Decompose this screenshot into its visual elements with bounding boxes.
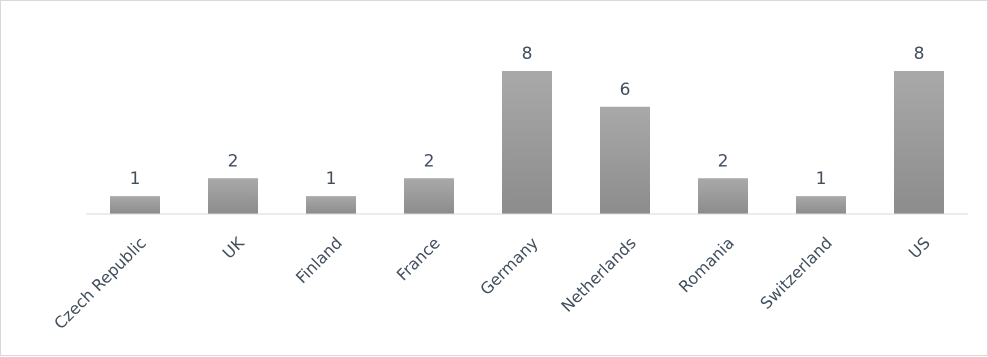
bar-finland xyxy=(306,196,356,214)
bars-group xyxy=(110,71,944,214)
bar-romania xyxy=(698,178,748,214)
data-label: 1 xyxy=(130,169,141,189)
data-label: 2 xyxy=(718,151,729,171)
data-label: 8 xyxy=(522,44,533,64)
data-label: 6 xyxy=(620,80,631,100)
bar-czech-republic xyxy=(110,196,160,214)
x-tick-label: Czech Republic xyxy=(50,233,150,333)
x-tick-label: Netherlands xyxy=(557,233,639,315)
x-tick-label: Germany xyxy=(476,233,541,298)
x-tick-label: US xyxy=(905,233,934,262)
bar-switzerland xyxy=(796,196,846,214)
data-label: 8 xyxy=(914,44,925,64)
x-tick-label: France xyxy=(393,233,444,284)
data-label: 1 xyxy=(816,169,827,189)
bar-uk xyxy=(208,178,258,214)
bar-us xyxy=(894,71,944,214)
bar-france xyxy=(404,178,454,214)
x-tick-labels-group: Czech Republic UK Finland France Germany Neth… xyxy=(50,233,934,333)
bar-germany xyxy=(502,71,552,214)
x-tick-label: Finland xyxy=(292,233,346,287)
data-label: 2 xyxy=(424,151,435,171)
data-labels-group: 1 2 1 2 8 6 2 1 8 xyxy=(130,44,925,189)
data-label: 1 xyxy=(326,169,337,189)
x-tick-label: UK xyxy=(219,233,248,262)
x-tick-label: Switzerland xyxy=(756,233,835,312)
x-tick-label: Romania xyxy=(675,233,738,296)
bar-netherlands xyxy=(600,106,650,214)
data-label: 2 xyxy=(228,151,239,171)
